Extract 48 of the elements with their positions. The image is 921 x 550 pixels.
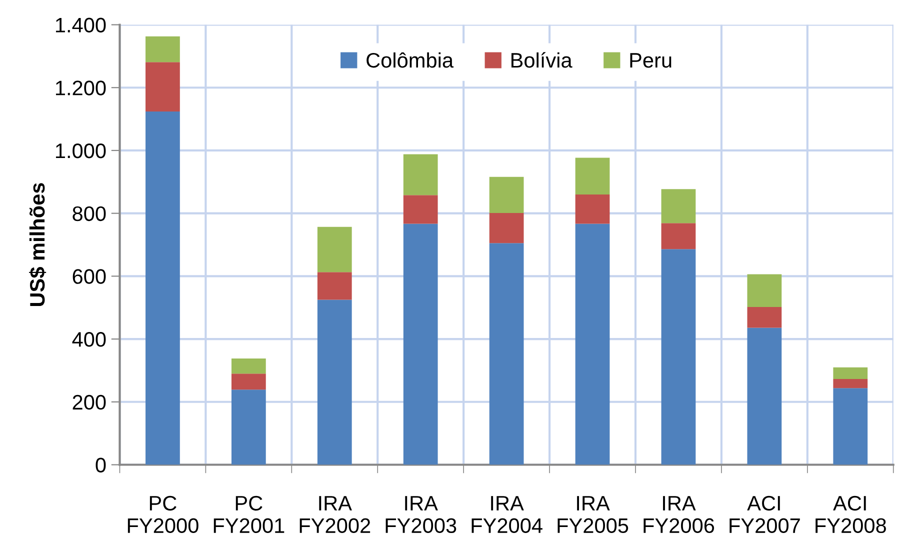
bar bbox=[403, 195, 438, 224]
y-tick-label: 1.200 bbox=[56, 80, 106, 96]
bar bbox=[575, 194, 610, 224]
x-tick-label: PC FY2000 bbox=[128, 496, 198, 534]
y-tick-label: 1.000 bbox=[56, 143, 106, 158]
bar bbox=[146, 36, 180, 62]
y-tick-label: 1.400 bbox=[56, 18, 106, 33]
x-tick-label: ACI FY2008 bbox=[816, 496, 886, 534]
x-tick-label: IRA FY2003 bbox=[386, 496, 456, 534]
x-tick-label: IRA FY2002 bbox=[300, 496, 370, 534]
bar bbox=[403, 224, 438, 465]
bar bbox=[661, 249, 696, 465]
x-tick-label: IRA FY2006 bbox=[644, 496, 714, 534]
bar bbox=[747, 306, 782, 328]
bar bbox=[833, 388, 868, 465]
bar bbox=[146, 62, 180, 112]
x-tick-label: ACI FY2007 bbox=[730, 496, 800, 534]
bar bbox=[317, 226, 352, 272]
y-axis-title: US$ milhões bbox=[29, 183, 46, 306]
y-tick-label: 400 bbox=[72, 332, 106, 347]
bar bbox=[231, 358, 266, 374]
y-tick-label: 0 bbox=[96, 458, 106, 473]
bar bbox=[317, 300, 352, 465]
bar bbox=[403, 154, 438, 196]
bar bbox=[489, 213, 524, 244]
bar bbox=[489, 243, 524, 465]
bar bbox=[833, 367, 868, 379]
bar bbox=[231, 390, 266, 465]
bar bbox=[489, 176, 524, 214]
y-tick-label: 600 bbox=[72, 269, 106, 284]
bar bbox=[317, 272, 352, 300]
bar bbox=[661, 223, 696, 250]
bar bbox=[833, 378, 868, 388]
x-tick-label: PC FY2001 bbox=[214, 496, 284, 534]
bar bbox=[575, 158, 610, 194]
bar bbox=[146, 111, 180, 465]
bar bbox=[231, 374, 266, 390]
legend-label: Bolívia bbox=[511, 52, 572, 68]
bar bbox=[661, 189, 696, 224]
bar bbox=[747, 328, 782, 465]
legend-label: Colômbia bbox=[366, 52, 454, 68]
x-tick-label: IRA FY2004 bbox=[472, 496, 542, 534]
y-tick-label: 800 bbox=[72, 206, 106, 222]
x-tick-label: IRA FY2005 bbox=[558, 496, 628, 534]
bar bbox=[747, 274, 782, 307]
bar bbox=[575, 224, 610, 465]
y-tick-label: 200 bbox=[72, 394, 106, 410]
legend-label: Peru bbox=[630, 53, 672, 68]
